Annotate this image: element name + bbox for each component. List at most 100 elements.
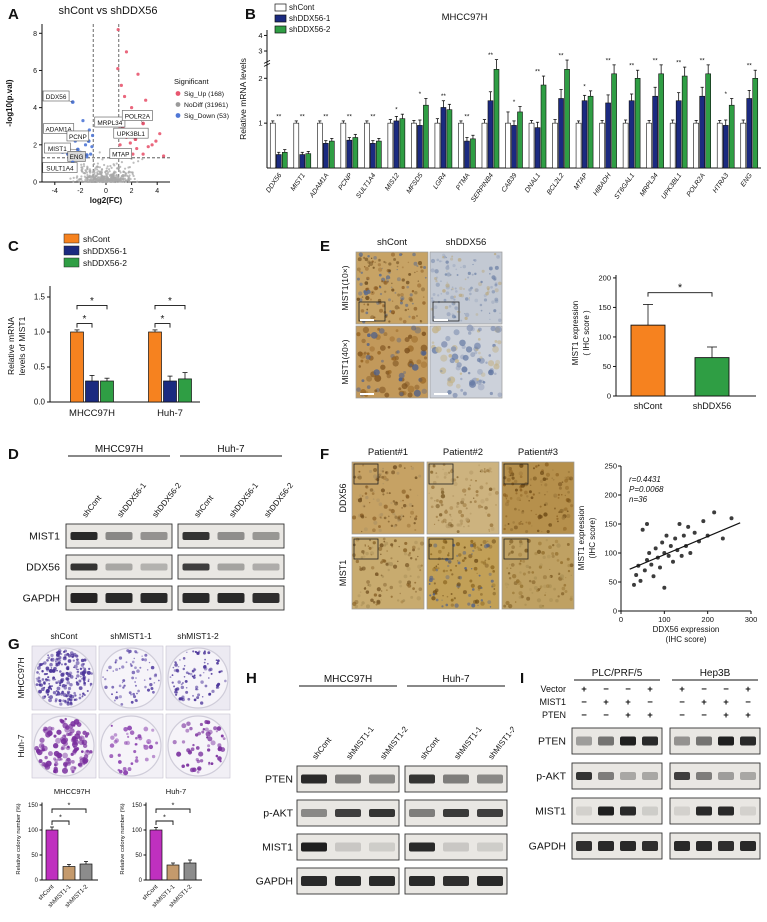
tissue-dot bbox=[475, 288, 479, 293]
tissue-dot bbox=[372, 600, 376, 604]
up-point bbox=[124, 50, 129, 54]
tissue-dot bbox=[390, 595, 393, 598]
tissue-dot bbox=[419, 377, 427, 384]
nodiff-point bbox=[94, 167, 97, 170]
nodiff-point bbox=[100, 180, 103, 183]
bar bbox=[305, 153, 312, 169]
protein-label: GAPDH bbox=[529, 841, 566, 853]
tissue-dot bbox=[437, 519, 440, 522]
tissue-dot bbox=[480, 543, 483, 547]
tissue-dot bbox=[475, 479, 477, 482]
colony-dot bbox=[190, 747, 195, 752]
tissue-dot bbox=[453, 478, 457, 482]
tissue-dot bbox=[461, 366, 468, 373]
bar bbox=[293, 122, 300, 169]
tissue-dot bbox=[373, 316, 376, 319]
band bbox=[620, 841, 636, 851]
tissue-dot bbox=[483, 468, 486, 470]
tissue-dot bbox=[388, 508, 392, 512]
tissue-dot bbox=[407, 392, 413, 398]
tissue-dot bbox=[522, 559, 526, 563]
tissue-dot bbox=[485, 361, 488, 364]
colony-dot bbox=[67, 732, 72, 737]
bar bbox=[434, 122, 441, 169]
colony-dot bbox=[111, 685, 115, 689]
tissue-dot bbox=[381, 470, 385, 473]
tissue-dot bbox=[416, 359, 422, 365]
tissue-dot bbox=[546, 530, 550, 534]
tissue-dot bbox=[374, 374, 382, 382]
bar bbox=[517, 111, 523, 169]
tissue-dot bbox=[519, 499, 521, 502]
tissue-dot bbox=[479, 592, 483, 596]
scatter-point bbox=[688, 551, 693, 555]
tissue-dot bbox=[496, 254, 501, 259]
colony-dot bbox=[41, 687, 45, 692]
tissue-dot bbox=[443, 298, 447, 302]
colony-dot bbox=[77, 668, 79, 671]
band bbox=[718, 772, 734, 780]
tissue-dot bbox=[569, 476, 573, 481]
tissue-dot bbox=[384, 478, 388, 482]
up-point bbox=[116, 27, 120, 32]
nodiff-point bbox=[128, 170, 131, 173]
bar bbox=[534, 127, 541, 169]
tissue-dot bbox=[484, 559, 487, 562]
tissue-dot bbox=[458, 523, 462, 527]
y-tick-label: 0 bbox=[35, 878, 39, 884]
tissue-dot bbox=[428, 465, 432, 468]
tissue-dot bbox=[361, 379, 365, 383]
tissue-dot bbox=[390, 310, 395, 315]
colony-dot bbox=[47, 686, 51, 690]
tissue-dot bbox=[379, 472, 382, 476]
tissue-dot bbox=[372, 528, 376, 533]
bar bbox=[646, 122, 652, 169]
tissue-dot bbox=[450, 523, 454, 528]
tissue-dot bbox=[414, 590, 418, 593]
colony-dot bbox=[56, 686, 61, 691]
tissue-dot bbox=[446, 264, 450, 268]
tissue-dot bbox=[398, 387, 402, 391]
tissue-dot bbox=[566, 513, 571, 519]
nodiff-point bbox=[123, 167, 127, 170]
tissue-dot bbox=[470, 286, 473, 290]
tissue-dot bbox=[479, 303, 483, 307]
colony-dot bbox=[208, 761, 211, 764]
colony-dot bbox=[181, 695, 185, 699]
tissue-dot bbox=[442, 580, 448, 585]
tissue-dot bbox=[564, 494, 566, 497]
colony-dot bbox=[193, 674, 196, 677]
tissue-dot bbox=[472, 259, 475, 261]
scatter-point bbox=[686, 524, 691, 529]
colony-dot bbox=[136, 692, 138, 695]
tissue-dot bbox=[488, 528, 490, 531]
tissue-dot bbox=[358, 470, 361, 473]
tissue-dot bbox=[506, 586, 508, 589]
tissue-dot bbox=[385, 314, 388, 317]
tissue-dot bbox=[445, 283, 450, 288]
plus-minus: − bbox=[581, 710, 587, 721]
tissue-dot bbox=[368, 583, 372, 587]
tissue-dot bbox=[377, 263, 381, 267]
colony-dot bbox=[38, 759, 43, 764]
tissue-dot bbox=[467, 276, 470, 279]
band bbox=[301, 809, 327, 817]
tissue-dot bbox=[430, 258, 436, 264]
nodiff-point bbox=[126, 174, 129, 177]
tissue-dot bbox=[468, 331, 472, 335]
tissue-dot bbox=[507, 583, 510, 586]
tissue-dot bbox=[373, 474, 378, 479]
tissue-dot bbox=[390, 252, 395, 257]
tissue-dot bbox=[509, 539, 514, 544]
tissue-dot bbox=[485, 291, 489, 296]
tissue-dot bbox=[413, 261, 418, 266]
tissue-dot bbox=[371, 546, 374, 549]
gene-label-box bbox=[113, 127, 149, 139]
colony-dot bbox=[55, 737, 62, 744]
tissue-dot bbox=[396, 337, 402, 343]
bar bbox=[658, 73, 664, 169]
y-tick-label: 0 bbox=[607, 392, 611, 401]
tissue-dot bbox=[565, 497, 570, 503]
colony-dot bbox=[55, 651, 58, 654]
y-tick-label: 1 bbox=[258, 119, 262, 128]
